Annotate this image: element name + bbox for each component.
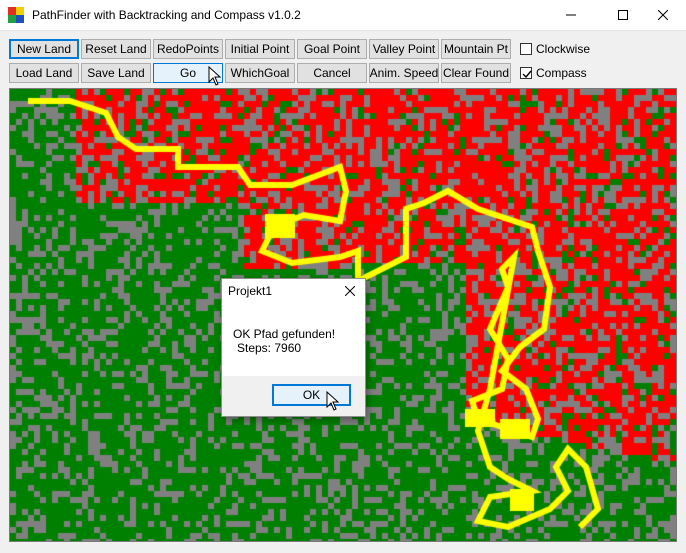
compass-checkbox[interactable]: Compass [520, 63, 587, 83]
go-button[interactable]: Go [153, 63, 223, 83]
message-dialog: Projekt1 OK Pfad gefunden! Steps: 7960 O… [221, 278, 366, 417]
maximize-icon [618, 10, 628, 20]
dialog-steps: Steps: 7960 [237, 341, 302, 355]
maximize-button[interactable] [600, 0, 646, 30]
dialog-title: Projekt1 [228, 284, 273, 298]
mouse-cursor-icon [326, 391, 340, 411]
clockwise-checkbox-box[interactable] [520, 43, 532, 55]
clockwise-checkbox[interactable]: Clockwise [520, 39, 590, 59]
clockwise-label: Clockwise [536, 42, 591, 56]
app-icon [8, 7, 24, 23]
dialog-message: OK Pfad gefunden! [233, 327, 336, 341]
mouse-cursor-icon [208, 66, 222, 86]
close-icon [658, 10, 668, 20]
reset-land-button[interactable]: Reset Land [81, 39, 151, 59]
checkmark-icon [522, 70, 532, 79]
initial-point-button[interactable]: Initial Point [225, 39, 295, 59]
redo-points-button[interactable]: RedoPoints [153, 39, 223, 59]
load-land-button[interactable]: Load Land [9, 63, 79, 83]
dialog-footer: OK [222, 376, 365, 416]
cancel-button[interactable]: Cancel [297, 63, 367, 83]
new-land-button[interactable]: New Land [9, 39, 79, 59]
dialog-close-button[interactable] [341, 282, 359, 300]
title-bar: PathFinder with Backtracking and Compass… [0, 0, 686, 31]
which-goal-button[interactable]: WhichGoal [225, 63, 295, 83]
save-land-button[interactable]: Save Land [81, 63, 151, 83]
clear-found-button[interactable]: Clear Found [441, 63, 511, 83]
close-button[interactable] [640, 0, 686, 30]
valley-point-button[interactable]: Valley Point [369, 39, 439, 59]
goal-point-button[interactable]: Goal Point [297, 39, 367, 59]
compass-label: Compass [536, 66, 587, 80]
compass-checkbox-box[interactable] [520, 67, 532, 79]
minimize-button[interactable] [548, 0, 594, 30]
close-icon [345, 286, 355, 296]
mountain-point-button[interactable]: Mountain Pt [441, 39, 511, 59]
minimize-icon [566, 14, 576, 16]
anim-speed-button[interactable]: Anim. Speed [369, 63, 439, 83]
window-title: PathFinder with Backtracking and Compass… [32, 8, 301, 22]
